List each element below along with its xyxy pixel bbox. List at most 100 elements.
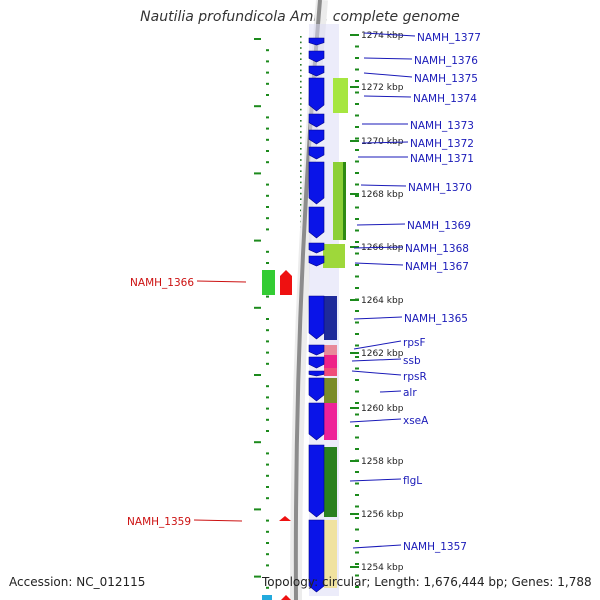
inner-tick [266,452,269,455]
scale-tick [355,390,359,393]
inner-tick [266,351,269,354]
inner-dot [300,125,302,128]
scale-tick [355,563,359,565]
forward-gene [308,113,325,128]
scale-tick [355,218,359,220]
scale-label: 1264 kbp [361,296,404,306]
inner-dot [300,181,302,184]
inner-tick [266,71,269,74]
inner-dot [300,159,302,161]
inner-tick [266,94,269,96]
inner-tick [254,105,261,108]
cog-block [323,244,345,268]
forward-gene-label: NAMH_1370 [408,182,472,194]
scale-label: 1260 kbp [361,404,404,414]
inner-tick [266,564,269,567]
scale-tick [355,494,359,496]
inner-dot [300,75,302,77]
inner-tick [254,441,261,444]
genome-summary-text: Topology: circular; Length: 1,676,444 bp… [262,575,592,589]
inner-tick [266,553,269,556]
scale-tick [355,436,359,439]
cog-block-reverse [262,595,272,600]
reverse-gene [279,516,291,521]
inner-tick [254,38,261,40]
inner-tick [254,508,261,511]
scale-tick [355,333,359,335]
forward-label-connector [351,358,402,362]
reverse-gene [281,595,291,600]
inner-tick [254,306,261,309]
forward-gene-label: NAMH_1357 [403,541,467,553]
scale-tick [355,206,359,209]
cog-block [333,162,343,240]
inner-tick [266,474,269,477]
scale-label: 1266 kbp [361,243,404,253]
reverse-gene-labels: NAMH_1366 NAMH_1359 [127,277,247,528]
forward-gene-label: NAMH_1374 [413,93,477,105]
scale-major-tick [350,460,359,462]
scale-tick [355,126,359,128]
forward-gene-label: rpsF [403,337,426,349]
forward-label-connector [361,141,409,144]
scale-tick [355,183,359,186]
scale-tick [355,448,359,450]
reverse-gene-label: NAMH_1359 [127,516,191,528]
inner-dot [300,136,302,139]
inner-dot [300,176,302,178]
inner-tick [266,116,269,119]
inner-tick [266,362,269,365]
scale-tick [355,551,359,554]
forward-label-connector [363,72,413,78]
inner-tick [254,239,261,242]
inner-dot [300,58,302,60]
inner-dot [300,86,302,88]
inner-dot [300,192,302,195]
scale-label: 1274 kbp [361,31,404,41]
scale-tick [355,310,359,312]
inner-tick [266,228,269,231]
forward-gene [308,242,325,254]
inner-tick [266,206,269,208]
reverse-label-connector [196,280,247,283]
forward-gene-label: NAMH_1372 [410,138,474,150]
forward-strand-genes [308,37,325,593]
inner-tick [266,49,269,52]
inner-tick [266,340,269,343]
inner-tick [266,486,269,488]
scale-tick [355,402,359,404]
scale-major-tick [350,86,359,88]
scale-tick [355,275,359,278]
inner-tick [266,385,269,388]
forward-gene-label: xseA [403,415,429,427]
scale-tick [355,137,359,140]
scale-tick [355,379,359,381]
scale-tick [355,241,359,243]
forward-label-connector [363,57,413,60]
forward-gene-label: NAMH_1377 [417,32,481,44]
forward-gene [308,370,325,377]
scale-tick [355,344,359,347]
forward-gene [308,295,325,340]
reverse-strand-genes [262,270,292,600]
scale-label: 1262 kbp [361,349,404,359]
inner-dot [300,209,302,212]
forward-gene [308,444,325,518]
scale-major-tick [350,193,359,195]
inner-tick [266,194,269,197]
inner-tick [266,542,269,544]
scale-label: 1254 kbp [361,563,404,573]
scale-major-tick [350,407,359,409]
cog-block-reverse [262,270,275,295]
forward-gene-label: NAMH_1371 [410,153,474,165]
forward-label-connector [363,32,416,37]
forward-gene-label: NAMH_1368 [405,243,469,255]
forward-gene [308,402,325,441]
forward-gene [308,50,325,63]
inner-tick [266,329,269,332]
map-title: Nautilia profundicola AmH, complete geno… [140,9,460,25]
scale-tick [355,505,359,508]
cog-block [324,403,337,440]
forward-gene [308,146,325,160]
scale-major-tick [350,299,359,301]
